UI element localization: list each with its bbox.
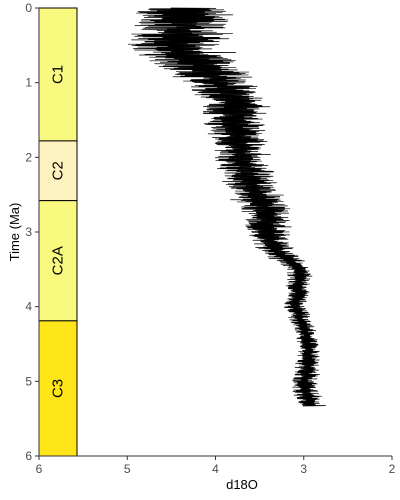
- y-tick-label: 3: [25, 225, 32, 239]
- chronozone-label-c2a: C2A: [50, 246, 67, 275]
- chronozone-column: C1 C2 C2A C3: [38, 7, 78, 457]
- chronozone-c2: [38, 140, 78, 202]
- x-tick-label: 4: [212, 462, 219, 476]
- y-tick-label: 5: [25, 374, 32, 388]
- x-tick-label: 3: [300, 462, 307, 476]
- y-tick-label: 6: [25, 449, 32, 463]
- y-tick-label: 1: [25, 76, 32, 90]
- x-tick-label: 5: [124, 462, 131, 476]
- chronozone-c1: [38, 7, 78, 142]
- chronozone-c3: [38, 320, 78, 457]
- d18o-series-line: [127, 7, 327, 407]
- y-tick-label: 4: [25, 300, 32, 314]
- y-tick-label: 2: [25, 150, 32, 164]
- chronozone-label-c3: C3: [50, 379, 67, 398]
- y-axis-title: Time (Ma): [7, 203, 22, 262]
- axes: 6 5 4 3 2 0 1 2 3 4 5 6: [25, 1, 395, 476]
- y-tick-label: 0: [25, 1, 32, 15]
- x-axis-title: d18O: [226, 477, 258, 492]
- chronozone-c2a: [38, 200, 78, 322]
- chronozone-label-c2: C2: [50, 161, 67, 180]
- x-tick-label: 2: [389, 462, 396, 476]
- x-tick-label: 6: [36, 462, 43, 476]
- chronozone-label-c1: C1: [50, 65, 67, 84]
- series-group: [127, 7, 327, 407]
